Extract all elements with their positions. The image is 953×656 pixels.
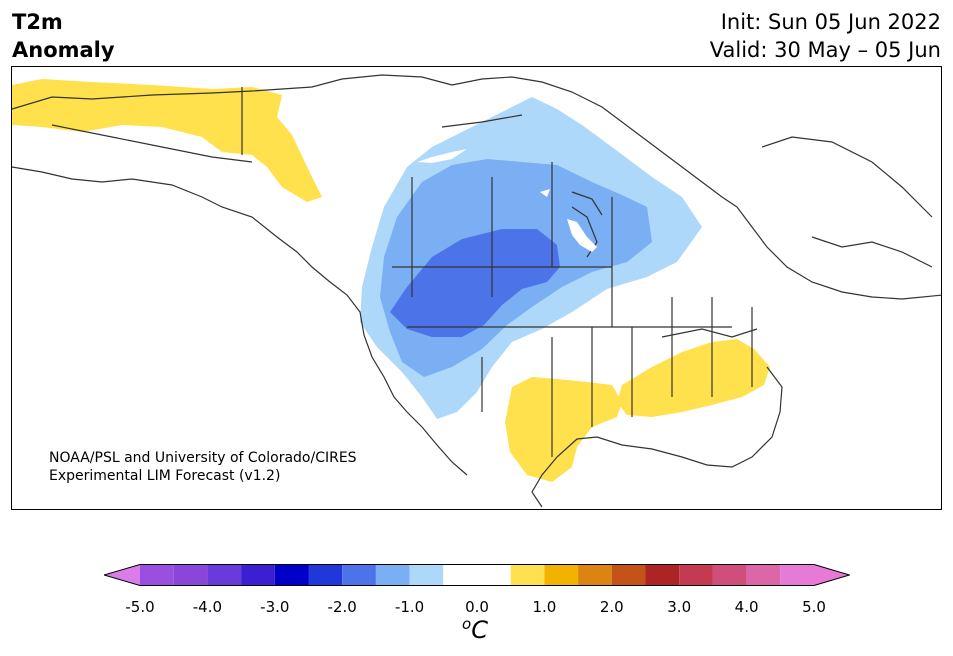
colorbar-bin — [712, 564, 747, 586]
credit-line-2: Experimental LIM Forecast (v1.2) — [49, 468, 281, 484]
lake-small — [540, 189, 550, 197]
colorbar-tick-label: -3.0 — [260, 598, 290, 616]
colorbar-bin — [274, 564, 309, 586]
colorbar-tick-label: 1.0 — [532, 598, 557, 616]
colorbar-tick-label: 0.0 — [465, 598, 489, 616]
colorbar-bin — [375, 564, 410, 586]
cool-region-deep — [390, 229, 560, 337]
colorbar-bin — [510, 564, 545, 586]
colorbar-bin — [544, 564, 579, 586]
colorbar-tick-label: -1.0 — [394, 598, 425, 616]
colorbar-bin — [679, 564, 713, 586]
colorbar-bin — [207, 564, 242, 586]
valid-range: Valid: 30 May – 05 Jun — [709, 38, 941, 62]
colorbar-over-arrow — [814, 564, 850, 586]
title-type: Anomaly — [12, 38, 115, 62]
colorbar — [104, 564, 850, 586]
colorbar-tick-label: 2.0 — [599, 598, 624, 616]
colorbar-unit: oC — [462, 615, 488, 644]
colorbar-under-arrow — [104, 564, 140, 586]
forecast-dates: Init: Sun 05 Jun 2022 Valid: 30 May – 05… — [710, 8, 941, 64]
colorbar-bin — [342, 564, 376, 586]
map-canvas — [12, 74, 941, 508]
colorbar-bin — [308, 564, 343, 586]
colorbar-bin — [746, 564, 781, 586]
colorbar-bin — [241, 564, 275, 586]
colorbar-outline — [104, 564, 850, 586]
warm-region-southeast — [617, 339, 770, 417]
anomaly-map — [11, 66, 942, 510]
colorbar-bin — [409, 564, 444, 586]
unit-prefix: o — [462, 615, 472, 633]
coastlines — [12, 74, 941, 508]
lake-winnipeg — [567, 219, 597, 252]
unit-letter: C — [471, 616, 488, 644]
colorbar-bin — [140, 564, 174, 586]
colorbar-bin — [173, 564, 208, 586]
warm-region-texas — [505, 377, 622, 482]
colorbar-tick-label: -2.0 — [327, 598, 357, 616]
colorbar-bin — [611, 564, 646, 586]
title-variable: T2m — [12, 10, 63, 34]
colorbar-tick-label: 4.0 — [734, 598, 759, 616]
map-title: T2m Anomaly — [12, 8, 115, 64]
warm-region-alaska — [12, 79, 322, 202]
credit-line-1: NOAA/PSL and University of Colorado/CIRE… — [49, 450, 357, 466]
colorbar-tick-label: -4.0 — [192, 598, 223, 616]
colorbar-bins — [140, 564, 814, 586]
credit-text: NOAA/PSL and University of Colorado/CIRE… — [49, 449, 357, 485]
init-date: Init: Sun 05 Jun 2022 — [720, 10, 941, 34]
colorbar-bin — [780, 564, 814, 586]
colorbar-bin — [645, 564, 680, 586]
colorbar-tick-label: 3.0 — [667, 598, 692, 616]
colorbar-bin — [578, 564, 612, 586]
lake-hudson — [417, 149, 467, 163]
colorbar-bin — [443, 564, 511, 586]
colorbar-tick-label: -5.0 — [125, 598, 155, 616]
colorbar-tick-label: 5.0 — [802, 598, 826, 616]
